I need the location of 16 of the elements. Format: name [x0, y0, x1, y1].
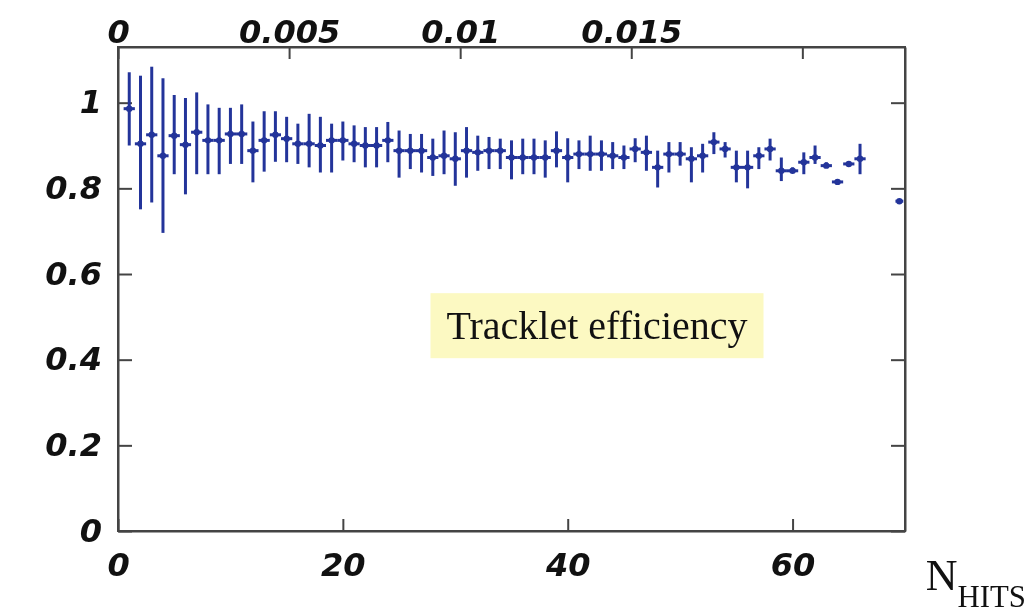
x2-tick-label: 0.01 [421, 13, 501, 51]
x-tick-label: 40 [544, 545, 591, 584]
annotation: Tracklet efficiency [446, 303, 748, 349]
y-tick-label: 0.6 [45, 254, 102, 293]
x2-tick-label: 0 [107, 13, 130, 51]
x2-tick-label: 0.005 [238, 13, 341, 51]
y-tick-label: 0.4 [45, 340, 102, 379]
y-tick-label: 1 [79, 83, 102, 122]
x-tick-label: 60 [770, 545, 816, 584]
y-tick-label: 0 [79, 511, 102, 550]
x-tick-label: 0 [107, 545, 130, 584]
x-axis-title: N$_{HITS}$ [925, 551, 1026, 611]
x-tick-label: 20 [321, 545, 366, 584]
y-tick-label: 0.8 [45, 169, 102, 208]
y-tick-label: 0.2 [45, 426, 102, 465]
x2-tick-label: 0.015 [581, 13, 683, 51]
